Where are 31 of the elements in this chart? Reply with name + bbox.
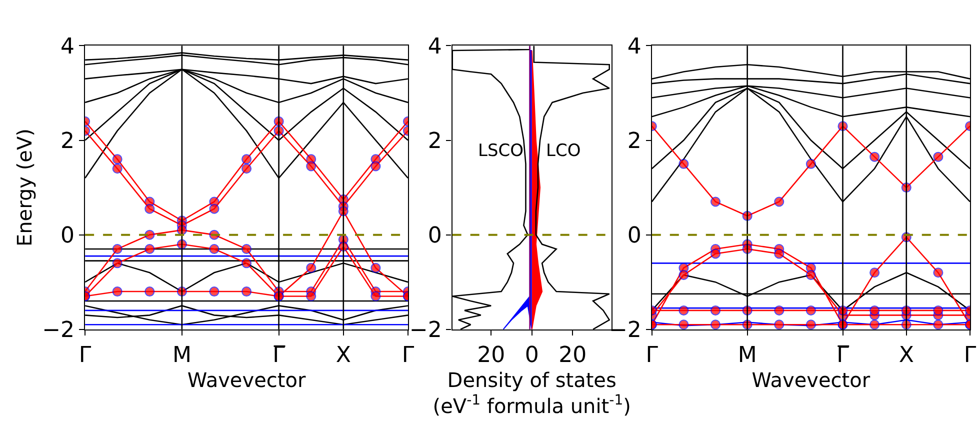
x-tick-label: X xyxy=(336,342,351,368)
x-tick-label: 0 xyxy=(524,342,539,368)
y-tick-label: 4 xyxy=(428,34,442,60)
y-axis-title: Energy (eV) xyxy=(12,128,37,247)
y-tick-label: −2 xyxy=(42,318,75,344)
annotation: LSCO xyxy=(478,141,524,161)
y-tick-label: 0 xyxy=(60,224,75,249)
y-tick-label: 0 xyxy=(627,224,642,249)
x-tick-label: Γ̅ xyxy=(272,342,286,368)
y-tick-label: 2 xyxy=(60,128,75,154)
x-axis-title: Wavevector xyxy=(752,368,871,392)
y-tick-label: 2 xyxy=(627,128,642,154)
x-tick-label: M xyxy=(738,342,757,368)
x-tick-label: Γ xyxy=(402,342,415,368)
x-tick-label: Γ̅ xyxy=(836,342,850,368)
x-tick-label: X xyxy=(898,342,914,368)
y-tick-label: 4 xyxy=(627,34,642,60)
y-tick-label: 4 xyxy=(60,34,75,60)
y-tick-label: −2 xyxy=(409,318,442,344)
y-tick-label: 2 xyxy=(428,128,442,154)
x-tick-label: 20 xyxy=(477,342,506,368)
x-tick-label: Γ xyxy=(78,342,92,368)
y-tick-label: −2 xyxy=(608,318,642,344)
x-tick-label: M xyxy=(172,342,192,368)
annotation: LCO xyxy=(546,141,581,161)
x-tick-label: Γ xyxy=(646,342,659,368)
x-tick-label: 20 xyxy=(558,342,587,368)
x-tick-label: Γ xyxy=(964,342,977,368)
x-axis-title: Density of states (eV$^{-1}$ formula unit$^{-1}$) xyxy=(432,368,631,418)
y-tick-label: 0 xyxy=(428,224,442,249)
x-axis-title: Wavevector xyxy=(187,368,306,392)
